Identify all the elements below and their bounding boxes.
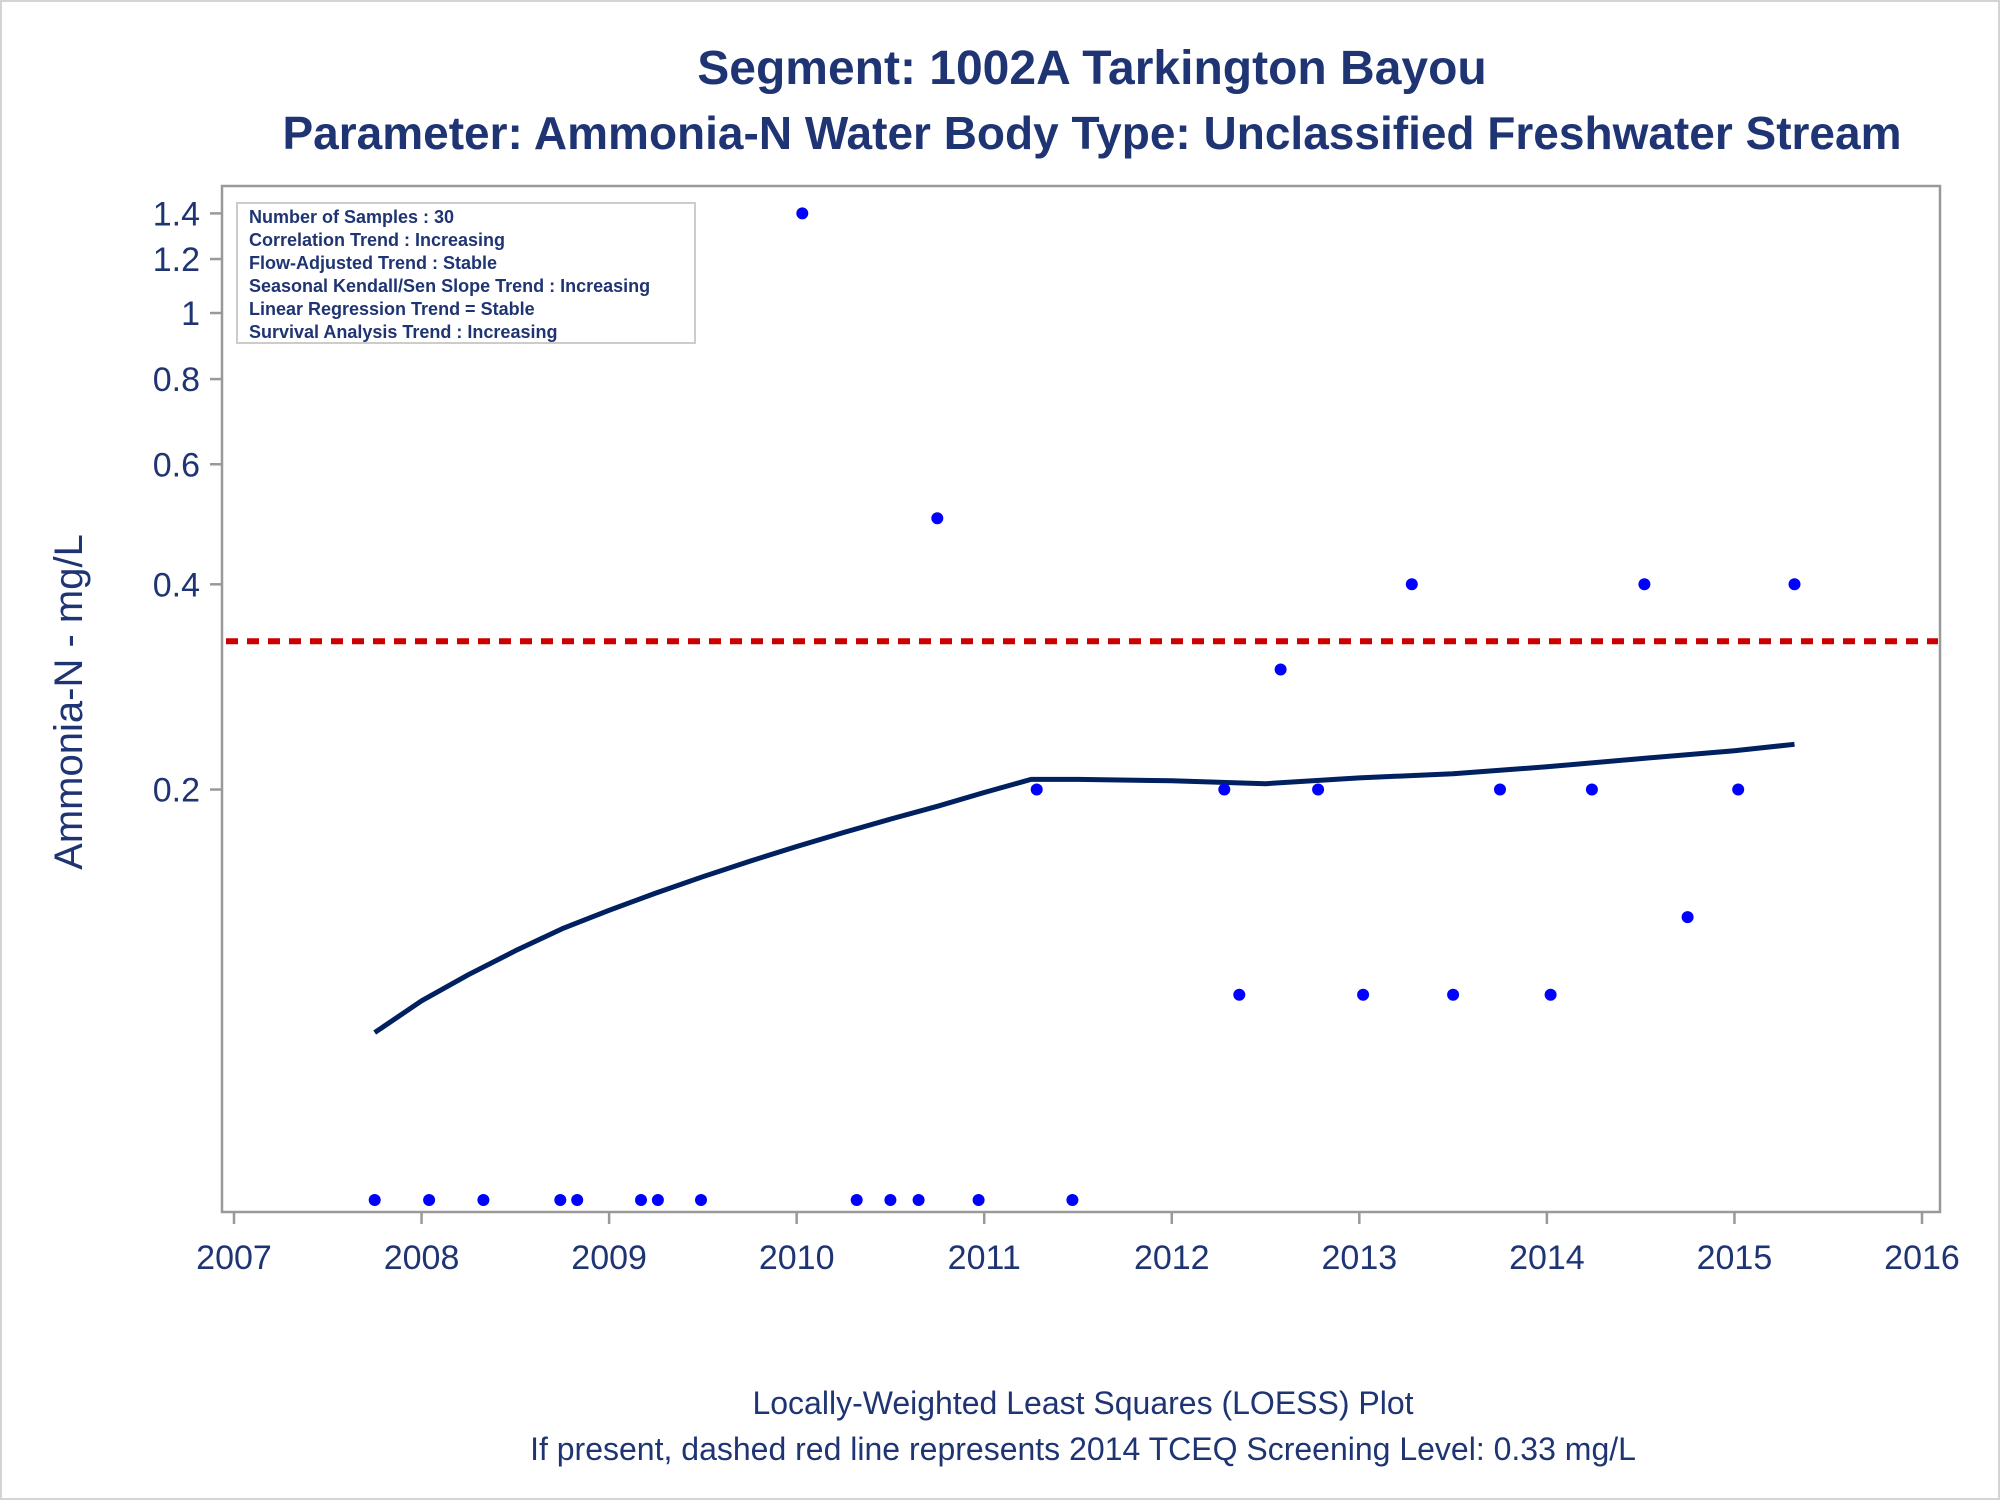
- info-line-seasonal-kendall: Seasonal Kendall/Sen Slope Trend : Incre…: [249, 276, 650, 296]
- sample-point-25: [1544, 988, 1557, 1001]
- info-line-survival: Survival Analysis Trend : Increasing: [249, 322, 557, 342]
- x-tick-label-2011: 2011: [948, 1239, 1021, 1277]
- sample-point-4: [554, 1194, 567, 1206]
- x-tick-label-2007: 2007: [196, 1239, 272, 1277]
- y-tick-label-0-4: 0.4: [153, 566, 200, 604]
- y-tick-label-1: 1: [181, 295, 200, 333]
- sample-point-9: [796, 207, 809, 220]
- sample-point-15: [1030, 783, 1043, 796]
- sample-point-30: [1788, 578, 1801, 591]
- sample-point-10: [850, 1194, 863, 1206]
- sample-point-12: [912, 1194, 925, 1206]
- x-tick-label-2015: 2015: [1697, 1239, 1773, 1277]
- x-tick-label-2009: 2009: [571, 1239, 647, 1277]
- footnote-loess: Locally-Weighted Least Squares (LOESS) P…: [752, 1385, 1413, 1421]
- sample-point-7: [651, 1194, 664, 1206]
- sample-point-5: [571, 1194, 584, 1206]
- sample-points: [368, 207, 1801, 1206]
- sample-point-24: [1494, 783, 1506, 796]
- sample-point-11: [884, 1194, 897, 1206]
- y-tick-label-1-2: 1.2: [153, 241, 200, 279]
- sample-point-28: [1681, 911, 1694, 924]
- y-tick-label-0-2: 0.2: [153, 772, 200, 810]
- plot-area: [220, 184, 1942, 1214]
- sample-point-22: [1405, 578, 1418, 591]
- y-tick-label-0-6: 0.6: [153, 446, 200, 484]
- x-tick-label-2016: 2016: [1884, 1239, 1960, 1277]
- sample-point-27: [1638, 578, 1651, 591]
- sample-point-14: [972, 1194, 985, 1206]
- sample-point-19: [1274, 663, 1287, 676]
- sample-point-13: [931, 512, 944, 525]
- info-line-correlation: Correlation Trend : Increasing: [249, 230, 505, 250]
- x-tick-label-2013: 2013: [1322, 1239, 1398, 1277]
- info-line-linear-regression: Linear Regression Trend = Stable: [249, 299, 535, 319]
- loess-curve: [373, 741, 1795, 1035]
- y-tick-label-1-4: 1.4: [153, 195, 200, 233]
- x-axis: 2007 2008 2009 2010 2011 2012 2013 2014 2015 2016: [196, 1212, 1960, 1277]
- sample-point-16: [1066, 1194, 1079, 1206]
- chart-subtitle: Parameter: Ammonia-N Water Body Type: Un…: [283, 107, 1902, 159]
- footnote-screening: If present, dashed red line represents 2…: [530, 1431, 1636, 1467]
- y-tick-label-0-8: 0.8: [153, 361, 200, 399]
- chart-title: Segment: 1002A Tarkington Bayou: [697, 42, 1487, 95]
- sample-point-2: [423, 1194, 436, 1206]
- sample-point-8: [695, 1194, 707, 1206]
- sample-point-3: [477, 1194, 490, 1206]
- info-box-border: [236, 202, 696, 344]
- sample-point-17: [1218, 783, 1231, 796]
- sample-point-23: [1447, 988, 1460, 1001]
- y-axis-label: Ammonia-N - mg/L: [47, 534, 91, 870]
- x-tick-label-2010: 2010: [759, 1239, 835, 1277]
- x-tick-label-2008: 2008: [384, 1239, 460, 1277]
- info-line-flow-adjusted: Flow-Adjusted Trend : Stable: [249, 253, 497, 273]
- y-axis: 0.2 0.4 0.6 0.8 1 1.2 1.4: [153, 195, 222, 810]
- sample-point-29: [1732, 783, 1745, 796]
- x-tick-label-2012: 2012: [1134, 1239, 1210, 1277]
- info-box: Number of Samples : 30 Correlation Trend…: [236, 202, 696, 344]
- sample-point-20: [1312, 783, 1325, 796]
- sample-point-1: [368, 1194, 381, 1206]
- sample-point-26: [1585, 783, 1598, 796]
- x-tick-label-2014: 2014: [1509, 1239, 1585, 1277]
- sample-point-6: [635, 1194, 647, 1206]
- info-line-samples: Number of Samples : 30: [249, 207, 454, 227]
- sample-point-18: [1233, 988, 1246, 1001]
- sample-point-21: [1357, 988, 1370, 1001]
